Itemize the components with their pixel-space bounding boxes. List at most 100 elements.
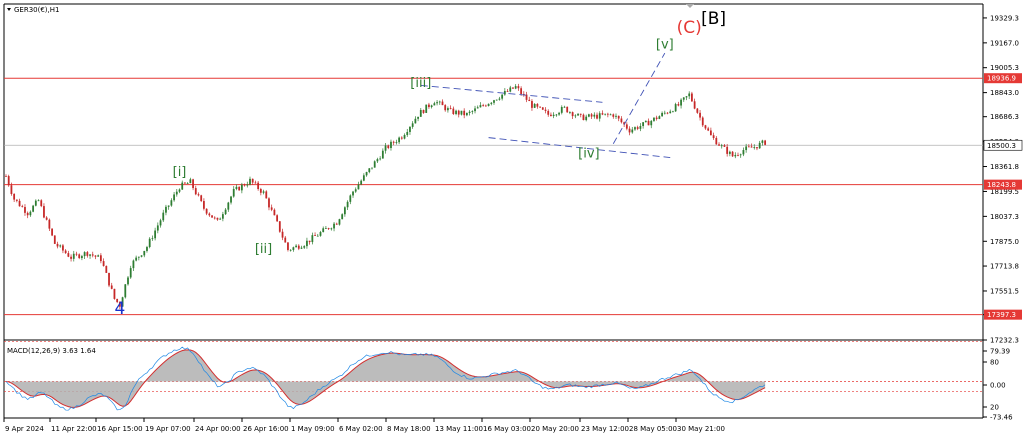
candle-body [140, 255, 143, 257]
time-tick-label: 11 Apr 22:00 [51, 425, 97, 433]
candle-body [362, 175, 365, 181]
candle-body [691, 93, 693, 102]
candle-body [484, 105, 487, 107]
candle-body [650, 120, 653, 126]
candle-body [756, 147, 758, 149]
candle-body [441, 101, 444, 106]
candle-body [574, 115, 577, 117]
candle-body [379, 158, 382, 160]
candle-body [45, 217, 48, 220]
candle-body [609, 114, 612, 116]
horizontal-levels[interactable]: 18936.9 18243.8 17397.3 18500.3 [4, 73, 1023, 320]
candle-body [409, 126, 411, 132]
candle-body [723, 145, 726, 147]
candle-body [197, 194, 200, 196]
price-tick-label: 19005.3 [990, 64, 1019, 72]
time-tick-label: 19 Apr 07:00 [145, 425, 191, 433]
candle-body [479, 105, 482, 108]
candle-body [251, 178, 254, 183]
price-tick-label: 18037.3 [990, 213, 1019, 221]
candle-body [471, 111, 474, 112]
candle-body [709, 130, 712, 136]
candle-body [644, 120, 647, 123]
candle-body [734, 154, 737, 157]
candle-body [663, 112, 666, 114]
candle-body [330, 228, 333, 230]
candle-body [113, 288, 116, 299]
candle-body [400, 137, 403, 139]
candle-body [463, 110, 466, 116]
candle-body [566, 106, 569, 113]
candle-body [512, 87, 514, 89]
candle-body [655, 117, 658, 119]
candle-body [51, 228, 53, 236]
candle-body [276, 215, 279, 222]
wave-labels: 4 [i] [ii] [iii] [iv] [v](C) [B] [114, 9, 726, 319]
candle-body [297, 245, 300, 249]
candle-body [653, 117, 655, 121]
candle-body [181, 182, 184, 190]
candle-body [143, 250, 146, 256]
candle-body [498, 98, 501, 100]
candle-body [658, 116, 661, 119]
candle-body [384, 145, 387, 151]
candle-body [579, 113, 582, 115]
wave-label: (C) [677, 18, 702, 38]
candle-body [360, 180, 363, 185]
candle-body [127, 277, 129, 285]
candle-body [246, 184, 249, 186]
candle-body [34, 200, 37, 206]
candle-body [503, 90, 506, 95]
candle-body [7, 176, 10, 186]
candle-body [346, 201, 349, 208]
wave-v-projection-line[interactable] [612, 52, 666, 144]
channel-upper-line[interactable] [420, 84, 603, 103]
candle-body [335, 223, 338, 225]
candle-body [720, 145, 723, 147]
candle-body [747, 146, 750, 148]
candle-body [75, 253, 78, 255]
candle-body [718, 144, 720, 146]
candle-body [154, 230, 157, 239]
macd-axis-ticks: 79.39 80 0.00 20 -73.46 [983, 348, 1013, 422]
wave-label: [iii] [410, 76, 431, 91]
candle-body [739, 154, 742, 156]
candle-body [146, 247, 148, 251]
candle-body [455, 110, 457, 115]
candle-body [390, 141, 392, 148]
candle-body [132, 260, 135, 269]
candle-body [558, 112, 560, 115]
candle-body [403, 135, 406, 139]
candle-body [48, 219, 51, 229]
candle-body [368, 168, 371, 173]
candle-body [365, 172, 368, 176]
candle-body [417, 116, 419, 119]
candle-body [522, 93, 525, 95]
candle-body [224, 209, 227, 215]
candle-body [582, 114, 585, 121]
candle-body [563, 106, 566, 108]
candle-body [278, 221, 281, 232]
candle-body [606, 113, 609, 115]
channel-lower-line[interactable] [488, 137, 671, 159]
candle-body [211, 215, 213, 218]
dropdown-icon[interactable] [7, 8, 11, 11]
candle-body [444, 105, 447, 111]
candle-body [308, 240, 311, 243]
candle-body [102, 261, 105, 266]
candle-body [235, 186, 238, 189]
candle-body [474, 108, 476, 112]
candle-body [571, 112, 574, 117]
candle-body [376, 159, 379, 162]
candle-body [628, 128, 631, 133]
candle-body [414, 118, 417, 124]
chart-shift-icon[interactable] [686, 4, 694, 8]
candle-body [731, 151, 734, 157]
candle-body [460, 110, 463, 115]
candle-body [205, 208, 208, 214]
candle-body [18, 200, 21, 207]
candle-body [647, 120, 650, 126]
symbol-title-group: GER30(€),H1 [7, 6, 59, 14]
candle-body [26, 212, 29, 216]
